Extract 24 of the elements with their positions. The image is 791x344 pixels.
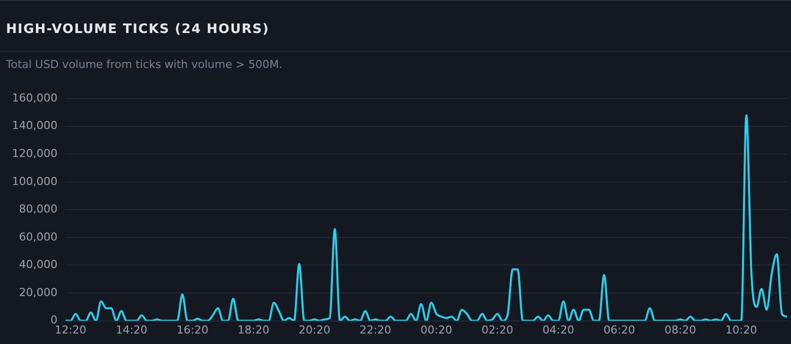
y-tick-label: 20,000	[18, 286, 58, 299]
x-tick-label: 04:20	[542, 323, 574, 336]
x-tick-label: 20:20	[298, 323, 330, 336]
y-tick-label: 40,000	[18, 258, 58, 272]
y-tick-label: 60,000	[18, 230, 58, 244]
x-tick-label: 16:20	[176, 323, 208, 336]
y-tick-label: 100,000	[12, 174, 58, 188]
line-series	[64, 114, 788, 321]
x-tick-label: 18:20	[238, 323, 270, 336]
x-tick-label: 02:20	[482, 323, 514, 336]
y-tick-label: 80,000	[18, 202, 58, 216]
y-tick-label: 0	[50, 314, 58, 327]
chart-subtitle: Total USD volume from ticks with volume > 500M.	[6, 58, 282, 71]
x-tick-label: 10:20	[725, 323, 758, 336]
y-tick-label: 120,000	[12, 147, 58, 160]
chart-title: HIGH-VOLUME TICKS (24 HOURS)	[6, 22, 270, 37]
x-tick-label: 12:20	[54, 323, 86, 336]
x-tick-label: 08:20	[664, 323, 696, 336]
x-tick-label: 22:20	[360, 323, 392, 336]
y-tick-label: 140,000	[12, 119, 58, 132]
y-tick-label: 160,000	[12, 91, 58, 104]
x-tick-label: 00:20	[420, 323, 452, 336]
x-tick-label: 06:20	[603, 323, 636, 336]
x-tick-label: 14:20	[116, 323, 148, 336]
